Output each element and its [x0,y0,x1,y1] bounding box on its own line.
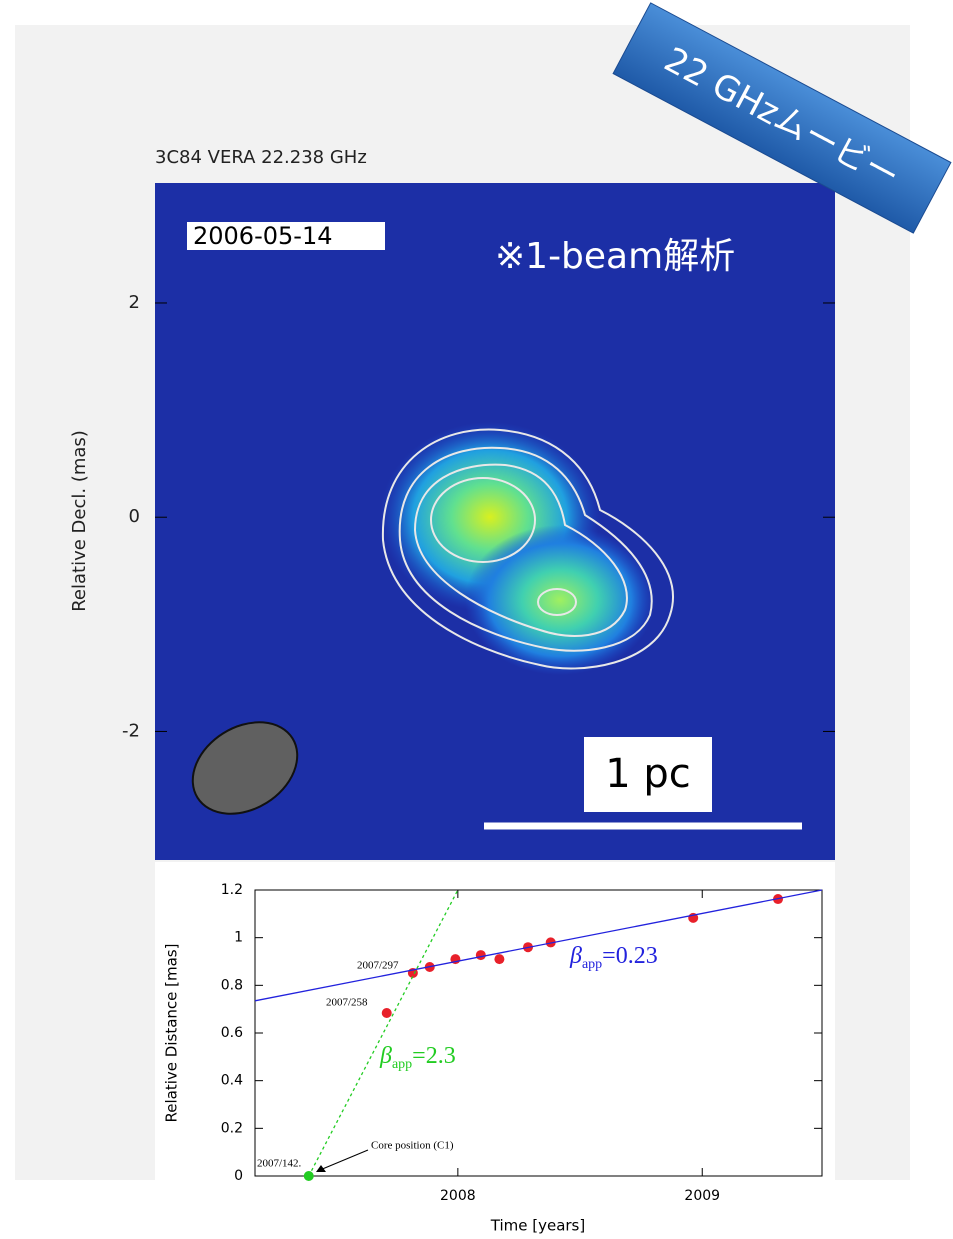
y-tick-label: 0.6 [221,1025,243,1041]
beta-symbol: β [379,1043,392,1069]
y-tick-label: 0.8 [221,977,243,993]
scale-label: 1 pc [605,751,691,797]
y-tick-label: -2 [122,720,140,741]
point-label: 2007/297 [357,960,399,972]
y-tick-label: 1.2 [221,882,243,898]
beta-text: =0.23 [602,943,658,969]
point-label: 2007/142. [257,1158,302,1170]
y-tick-label: 0 [129,506,140,527]
chart-bg [155,862,835,1239]
point [476,950,486,960]
beta-text: =2.3 [412,1043,456,1069]
analysis-note: ※1-beam解析 [495,236,735,277]
y-tick-label: 1 [234,930,243,946]
core-label: Core position (C1) [371,1140,454,1152]
y-tick-label: 0.2 [221,1120,243,1136]
y-tick-label: 0 [234,1168,243,1184]
y-axis-label: Relative Distance [mas] [163,944,181,1123]
y-tick-label: 2 [129,292,140,313]
point [382,1008,392,1018]
beta-sub: app [392,1057,412,1072]
x-tick-label: 2009 [684,1188,720,1204]
figure: 3C84 VERA 22.238 GHz 2006-05-14 ※1-beam解… [0,0,953,1239]
point [494,954,504,964]
beta-label: βapp=2.3 [379,1043,456,1073]
beta-symbol: β [569,943,582,969]
x-axis-label: Time [years] [490,1217,585,1235]
beta-sub: app [582,957,602,972]
x-tick-label: 2008 [440,1188,476,1204]
y-tick-label: 0.4 [221,1073,243,1089]
page: 3C84 VERA 22.238 GHz 2006-05-14 ※1-beam解… [0,0,953,1239]
date-label: 2006-05-14 [193,222,332,250]
y-axis-label: Relative Decl. (mas) [69,430,90,612]
point-label: 2007/258 [326,997,368,1009]
map-title: 3C84 VERA 22.238 GHz [155,147,367,168]
